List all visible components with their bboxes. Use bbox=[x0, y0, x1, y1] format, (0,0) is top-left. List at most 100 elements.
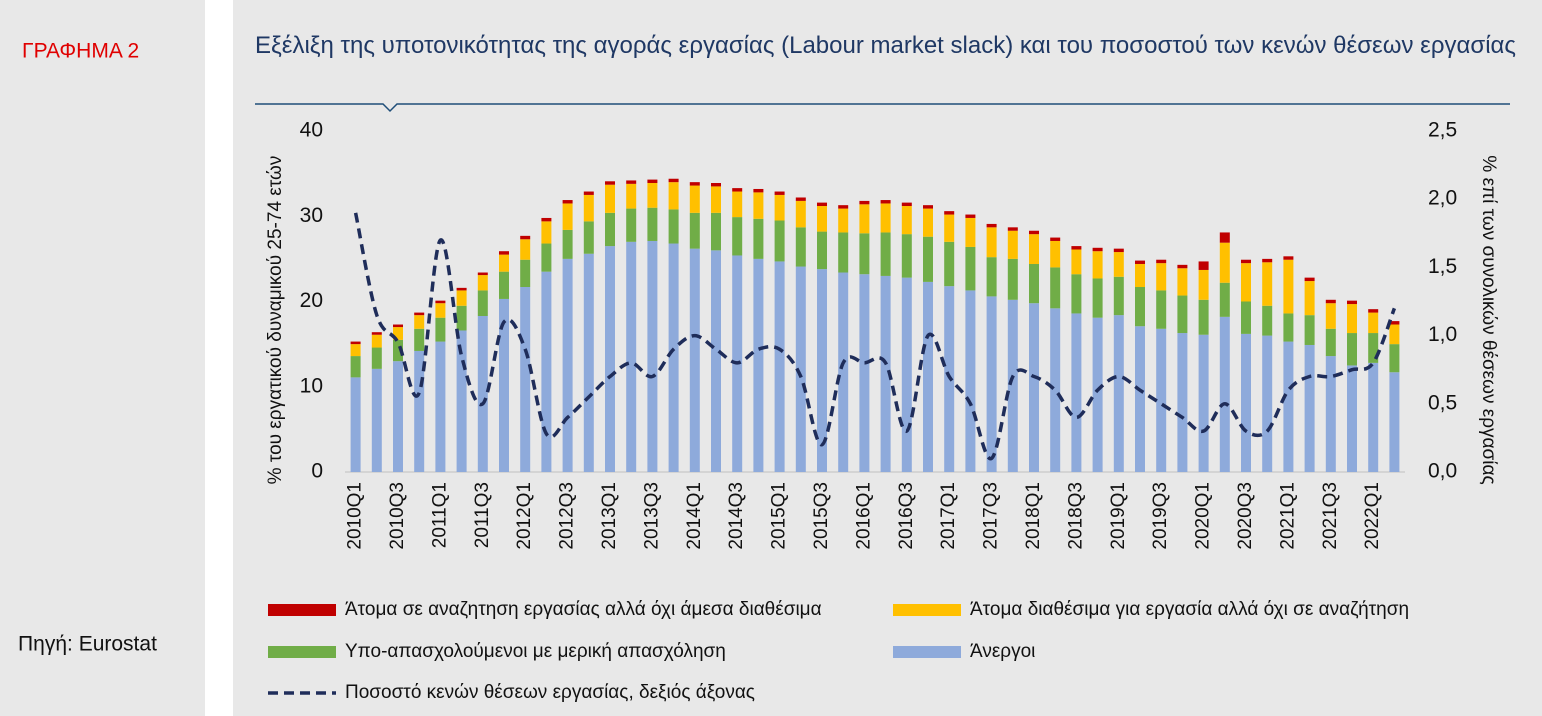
bar-segment bbox=[753, 192, 764, 219]
bar-segment bbox=[668, 209, 679, 244]
y-tick-label: 0 bbox=[311, 460, 323, 483]
bar-segment bbox=[795, 200, 806, 228]
bar-segment bbox=[1135, 260, 1145, 264]
bar-segment bbox=[1135, 263, 1145, 288]
bar-segment bbox=[541, 271, 552, 472]
bar-segment bbox=[647, 183, 658, 208]
bar-segment bbox=[859, 200, 870, 205]
bar-segment bbox=[583, 221, 594, 254]
bar-segment bbox=[626, 180, 637, 184]
bar-segment bbox=[1262, 305, 1273, 336]
bar-segment bbox=[1050, 267, 1061, 309]
bar-segment bbox=[1135, 326, 1145, 472]
bar-segment bbox=[350, 341, 361, 345]
bar-segment bbox=[795, 197, 806, 201]
bar-segment bbox=[774, 261, 785, 472]
legend-label: Άτομα σε αναζητηση εργασίας αλλά όχι άμε… bbox=[345, 599, 822, 620]
bar-segment bbox=[1177, 264, 1188, 269]
bar-segment bbox=[477, 290, 488, 316]
bar-segment bbox=[626, 241, 637, 472]
bar-segment bbox=[1219, 242, 1230, 283]
bar-segment bbox=[1389, 372, 1400, 472]
bar-segment bbox=[1389, 324, 1400, 345]
x-tick-label: 2016Q1 bbox=[853, 482, 874, 550]
legend-label: Ποσοστό κενών θέσεων εργασίας, δεξιός άξ… bbox=[345, 682, 755, 703]
bar-segment bbox=[414, 328, 425, 351]
bar-segment bbox=[1304, 281, 1315, 316]
bar-segment bbox=[838, 205, 849, 209]
bar-segment bbox=[562, 258, 573, 472]
x-tick-label: 2015Q1 bbox=[769, 482, 790, 550]
bar-segment bbox=[1262, 335, 1273, 472]
y-tick-label: 30 bbox=[300, 204, 323, 227]
bar-segment bbox=[732, 191, 743, 218]
bar-segment bbox=[499, 271, 509, 299]
bar-segment bbox=[901, 202, 912, 207]
y2-axis-label: % επί των συνολικών θέσεων εργασίας bbox=[1478, 155, 1499, 484]
bar-segment bbox=[350, 356, 361, 378]
bar-segment bbox=[647, 207, 658, 241]
bar-segment bbox=[1262, 262, 1273, 306]
bar-segment bbox=[393, 339, 403, 362]
bar-segment bbox=[1347, 365, 1357, 472]
y2-tick-label: 1,5 bbox=[1428, 255, 1457, 278]
bar-segment bbox=[774, 194, 785, 221]
bar-segment bbox=[371, 334, 382, 348]
bar-segment bbox=[1092, 278, 1103, 318]
bar-segment bbox=[1283, 341, 1294, 472]
bar-segment bbox=[965, 290, 976, 472]
bar-segment bbox=[1283, 256, 1294, 260]
legend-label: Άνεργοι bbox=[970, 641, 1035, 662]
x-tick-label: 2014Q1 bbox=[684, 482, 705, 550]
bar-segment bbox=[1092, 247, 1103, 252]
bar-segment bbox=[1050, 237, 1061, 241]
bar-segment bbox=[583, 191, 594, 195]
bar-segment bbox=[944, 214, 955, 242]
bar-segment bbox=[880, 200, 891, 204]
bar-segment bbox=[1219, 232, 1230, 243]
bar-segment bbox=[1071, 246, 1082, 250]
bar-segment bbox=[499, 254, 509, 272]
y-axis-label: % του εργατικού δυναμικού 25-74 ετών bbox=[265, 156, 286, 485]
bar-segment bbox=[1241, 301, 1251, 334]
bar-segment bbox=[1241, 333, 1251, 472]
y-tick-label: 40 bbox=[300, 119, 323, 142]
bar-segment bbox=[605, 184, 615, 213]
bar-segment bbox=[605, 212, 615, 247]
x-tick-label: 2021Q1 bbox=[1277, 482, 1298, 550]
bar-segment bbox=[1325, 328, 1336, 357]
bar-segment bbox=[817, 269, 827, 472]
bar-segment bbox=[1050, 240, 1061, 268]
bar-segment bbox=[456, 305, 467, 331]
bar-segment bbox=[817, 231, 827, 270]
bar-segment bbox=[1347, 333, 1357, 366]
x-tick-label: 2010Q3 bbox=[387, 482, 408, 550]
bar-segment bbox=[1007, 258, 1018, 300]
x-tick-label: 2016Q3 bbox=[896, 482, 917, 550]
bar-segment bbox=[1113, 252, 1124, 277]
bar-segment bbox=[732, 188, 743, 192]
bar-segment bbox=[901, 234, 912, 278]
bar-segment bbox=[1368, 362, 1379, 472]
x-tick-label: 2017Q3 bbox=[981, 482, 1002, 550]
bar-segment bbox=[1241, 259, 1251, 264]
bar-segment bbox=[965, 217, 976, 247]
y-tick-label: 20 bbox=[300, 289, 323, 312]
bar-segment bbox=[668, 243, 679, 472]
bar-segment bbox=[1156, 259, 1167, 264]
bar-segment bbox=[965, 246, 976, 291]
bar-segment bbox=[1113, 248, 1124, 253]
side-panel bbox=[0, 0, 205, 716]
x-tick-label: 2013Q3 bbox=[641, 482, 662, 550]
bar-segment bbox=[1177, 333, 1188, 472]
figure-label: ΓΡΑΦΗΜΑ 2 bbox=[22, 40, 139, 63]
bar-segment bbox=[414, 350, 425, 472]
bar-segment bbox=[393, 327, 403, 340]
y-tick-label: 10 bbox=[300, 374, 323, 397]
bar-segment bbox=[626, 183, 637, 209]
bar-segment bbox=[774, 191, 785, 195]
bar-segment bbox=[923, 236, 933, 282]
bar-segment bbox=[1347, 304, 1357, 334]
